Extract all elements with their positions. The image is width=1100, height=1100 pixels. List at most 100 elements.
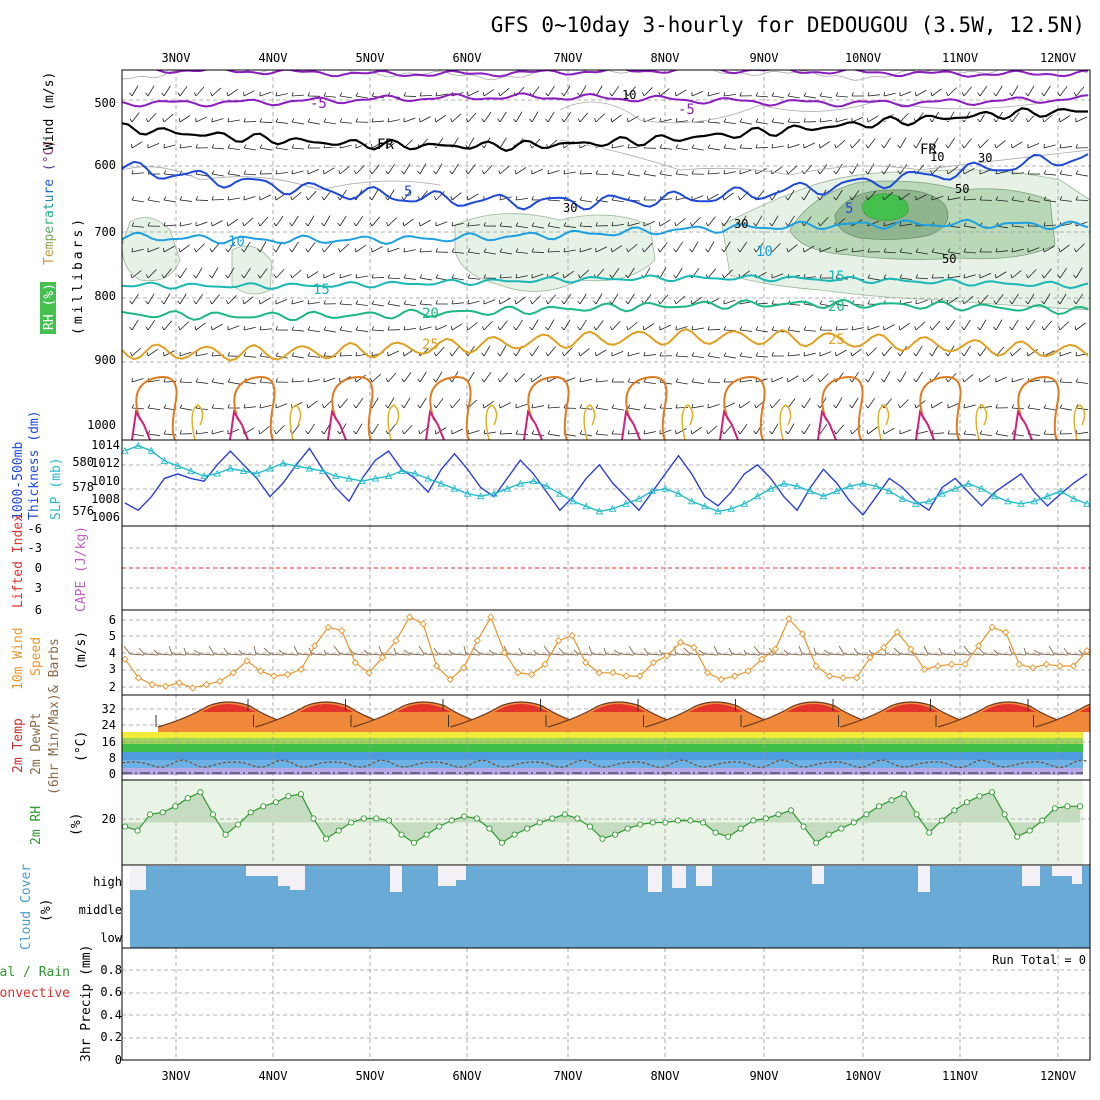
wind-barb [1059,321,1069,331]
wind-barb-flag [339,92,343,97]
wind-barb-flag [515,222,519,227]
wind-barb [1059,293,1067,305]
wind10m-barb [437,653,453,656]
wind-barb [227,267,235,279]
wind-barb [179,321,189,331]
wind10m-barb [143,653,159,656]
wind-barb [387,303,400,307]
wind-barb [355,143,368,149]
wind-barb [211,242,220,253]
wind-barb [275,403,288,409]
wind-barb-flag [433,352,437,357]
wind-barb [259,147,272,151]
wind10m-point [893,628,901,636]
wind-barb-flag [225,274,229,279]
wind-barb-flag [451,300,454,305]
wind-barb-flag [161,92,165,97]
wind-barb-flag [739,118,743,123]
wind10m-point [1042,660,1050,668]
wind-barb [995,294,1004,305]
wind-barb-flag [259,144,263,149]
wind10m-point [1029,664,1037,672]
rh2m-point [800,823,807,830]
wind10m-barb [1011,653,1027,656]
rh2m-point [272,799,279,806]
wind-barb-flag [627,378,631,383]
wind10m-point [920,665,929,674]
wind-barb [227,88,239,97]
wind-barb [963,295,974,305]
wind10m-point [880,643,888,652]
wind-barb [227,428,240,435]
thickness-point [239,467,248,474]
wind-barb [1027,407,1040,411]
wind-barb [963,319,971,331]
slp-axis-label: SLP (mb) [49,457,64,520]
wind-barb-flag [305,248,309,253]
cloud-gap [246,866,278,876]
wind-barb [707,92,720,97]
wind-barb-flag [577,92,581,97]
rh2m-point [461,813,468,820]
slp-tick-1010: 1010 [91,474,120,488]
day-label-bottom: 7NOV [554,1069,583,1083]
wind-barb-flag [659,144,663,149]
rh2m-point [699,819,707,826]
thickness-point [1056,487,1065,495]
wind-barb-flag [273,274,277,279]
wind-barb-flag [145,274,149,279]
wind-barb [227,381,240,385]
wind-barb-flag [385,430,389,435]
wind-barb-flag [530,300,533,305]
wind-barb [947,320,956,331]
wind-barb [259,381,272,384]
wind-barb [851,348,862,357]
wind-barb-flag [371,326,375,331]
wind-barb [307,355,320,358]
wind-barb [1027,247,1040,253]
wind-barb-flag [227,404,230,409]
wind-barb [547,111,555,123]
wind-barb-flag [803,326,807,331]
wind-barb [611,268,620,279]
wind10m-barb [395,653,411,656]
wind-barb-flag [450,196,453,201]
wind-barb-flag [947,430,950,435]
wind-barb-flag [1025,274,1029,279]
thickness-point [187,467,195,474]
wind10m-point [785,615,793,623]
wind-barb-flag [177,274,181,279]
wind-barb-flag [737,248,741,253]
wind-barb [755,329,768,333]
wind-barb-flag [179,144,182,149]
contour-label-25: 25 [422,337,439,353]
wind-barb [915,194,927,201]
wind-barb-flag [849,170,853,175]
wind-barb [451,192,462,201]
wind-barb-flag [1041,326,1045,331]
wind-barb-flag [723,378,726,383]
wind-barb-flag [291,378,294,383]
wind-barb-flag [226,222,229,227]
wind10m-barb-flag [743,649,747,655]
wind10m-barb [535,653,551,656]
thickness-point [516,479,525,487]
wind10m-barb [689,653,705,656]
wind-barb-flag [561,300,565,305]
wind-barb-flag [691,378,695,383]
thickness-point [147,446,156,454]
wind-barb-flag [131,247,133,253]
wind-barb [835,139,846,149]
rh2m-point [172,803,179,810]
wind-barb-flag [801,430,805,435]
wind-barb-flag [913,378,917,383]
wind-barbs [129,85,1089,437]
upper-grid [122,70,1090,440]
wind-barb [451,113,462,123]
wind-barb [947,251,960,255]
temp-hump-red [397,704,451,712]
rh2m-point [574,815,581,822]
chart-title: GFS 0~10day 3-hourly for DEDOUGOU (3.5W,… [491,13,1085,37]
y-tick-600: 600 [94,158,116,172]
wind-barb [867,220,880,227]
